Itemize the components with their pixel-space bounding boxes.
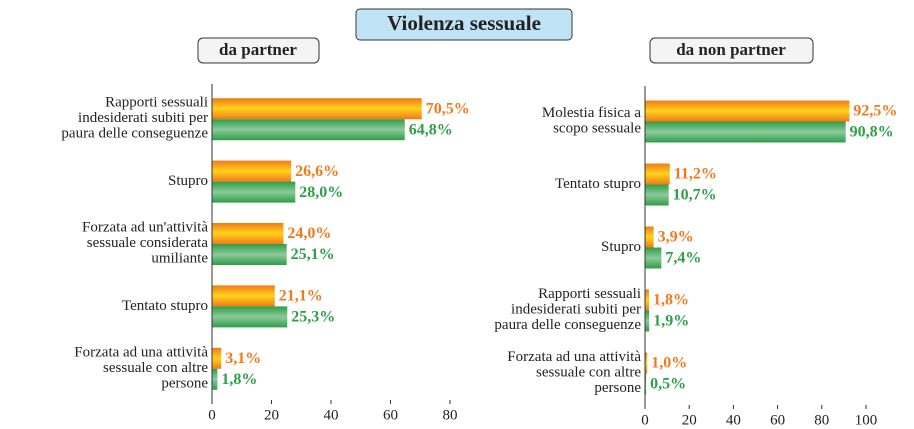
bar	[212, 347, 222, 369]
bar	[645, 247, 662, 269]
bar	[645, 352, 648, 374]
bar	[645, 310, 650, 332]
bar	[212, 119, 405, 141]
bar	[645, 100, 850, 122]
category-label: Stupro	[601, 239, 641, 255]
bar	[212, 244, 287, 265]
value-label: 92,5%	[853, 103, 897, 120]
value-label: 1,9%	[653, 313, 689, 330]
value-label: 25,3%	[291, 309, 335, 326]
x-tick-label: 0	[208, 407, 216, 423]
x-tick-label: 0	[641, 412, 649, 428]
bar	[645, 121, 846, 143]
value-label: 28,0%	[299, 184, 343, 201]
value-label: 10,7%	[673, 187, 717, 204]
bar	[212, 285, 275, 307]
subtitle-box	[649, 37, 814, 64]
value-label: 11,2%	[674, 166, 717, 183]
category-label: Forzata ad una attività sessuale con altr…	[74, 345, 208, 392]
value-label: 0,5%	[650, 376, 686, 393]
bar	[645, 184, 669, 206]
category-label: Forzata ad una attività sessuale con altr…	[507, 349, 641, 396]
bar	[212, 98, 422, 120]
value-label: 3,1%	[225, 350, 261, 367]
bar	[645, 226, 654, 248]
category-label: Tentato stupro	[555, 176, 641, 192]
category-label: Rapporti sessuali indesiderati subiti per…	[494, 286, 641, 333]
x-tick-label: 80	[443, 407, 458, 423]
subtitle: da non partner	[676, 40, 786, 59]
bar	[212, 181, 296, 203]
value-label: 70,5%	[426, 100, 470, 117]
value-label: 1,0%	[651, 355, 687, 372]
value-label: 26,6%	[295, 163, 339, 180]
x-tick-label: 60	[770, 412, 785, 428]
x-tick-label: 20	[264, 407, 279, 423]
value-label: 25,1%	[291, 246, 335, 263]
x-tick-label: 20	[682, 412, 697, 428]
bar	[212, 368, 218, 390]
value-label: 24,0%	[287, 225, 331, 242]
bar	[212, 306, 288, 328]
subtitle: da partner	[219, 40, 297, 59]
value-label: 3,9%	[658, 229, 694, 246]
value-label: 1,8%	[653, 292, 689, 309]
chart-title: Violenza sessuale	[387, 11, 541, 35]
subtitle-box	[197, 37, 320, 64]
bar	[212, 223, 284, 244]
category-label: Tentato stupro	[122, 298, 208, 314]
value-label: 64,8%	[409, 121, 453, 138]
value-label: 1,8%	[221, 371, 257, 388]
value-label: 21,1%	[279, 288, 323, 305]
title-box	[355, 8, 573, 41]
category-label: Stupro	[168, 173, 208, 189]
bar	[645, 163, 670, 185]
bar	[645, 289, 649, 311]
x-tick-label: 40	[726, 412, 741, 428]
value-label: 90,8%	[850, 124, 894, 141]
category-label: Rapporti sessuali indesiderati subiti per…	[61, 95, 208, 142]
x-tick-label: 40	[324, 407, 339, 423]
category-label: Forzata ad un'attività sessuale considera…	[82, 220, 208, 267]
category-label: Molestia fisica a scopo sessuale	[542, 105, 641, 137]
bar	[212, 160, 292, 182]
value-label: 7,4%	[665, 250, 701, 267]
x-tick-label: 100	[855, 412, 878, 428]
x-tick-label: 60	[383, 407, 398, 423]
x-tick-label: 80	[814, 412, 829, 428]
bar	[645, 373, 647, 395]
